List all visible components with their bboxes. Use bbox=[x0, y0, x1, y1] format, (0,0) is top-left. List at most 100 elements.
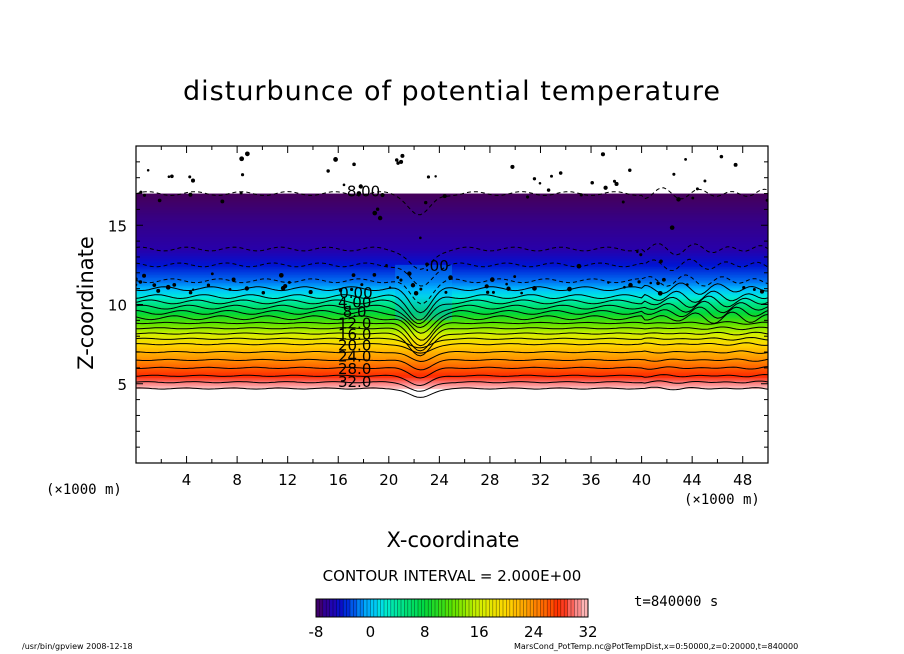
field-band bbox=[136, 318, 768, 321]
contour-line bbox=[136, 306, 768, 334]
contour-label: 28.0 bbox=[338, 360, 371, 378]
noise-dot bbox=[350, 287, 354, 292]
noise-dot bbox=[152, 283, 157, 288]
x-axis-label: X-coordinate bbox=[386, 528, 520, 552]
field-band bbox=[136, 234, 768, 237]
field-band bbox=[136, 272, 768, 275]
field-band bbox=[136, 263, 768, 266]
field-band bbox=[136, 323, 768, 326]
x-tick-label: 20 bbox=[379, 471, 398, 489]
field-band bbox=[136, 201, 768, 204]
field-band bbox=[136, 301, 768, 304]
noise-dot bbox=[206, 283, 211, 287]
colorbar-tick-label: 16 bbox=[470, 623, 489, 641]
contour-label: 4.00 bbox=[338, 294, 371, 312]
x-tick-label: 24 bbox=[430, 471, 449, 489]
field-band bbox=[136, 378, 768, 382]
contour-label: 0.00 bbox=[339, 284, 372, 302]
noise-dot bbox=[491, 290, 495, 294]
noise-dot bbox=[637, 280, 641, 284]
noise-dot bbox=[600, 152, 606, 157]
field-band bbox=[136, 247, 768, 250]
noise-dot bbox=[358, 184, 363, 189]
noise-dot bbox=[489, 277, 495, 282]
x-tick-label: 32 bbox=[531, 471, 550, 489]
field-band bbox=[136, 203, 768, 206]
x-tick-label: 44 bbox=[683, 471, 702, 489]
colorbar-tick-label: 24 bbox=[524, 623, 543, 641]
field-band bbox=[136, 242, 768, 245]
x-tick-label: 8 bbox=[232, 471, 242, 489]
field-band bbox=[136, 269, 768, 272]
field-band bbox=[136, 218, 768, 222]
field-band bbox=[136, 386, 768, 390]
contour-line bbox=[136, 373, 768, 387]
noise-dot bbox=[308, 290, 313, 295]
contour-line bbox=[136, 358, 768, 371]
noise-dot bbox=[352, 162, 356, 167]
noise-dot bbox=[639, 253, 643, 257]
noise-dot bbox=[396, 276, 400, 279]
noise-dot bbox=[342, 183, 346, 187]
field-band bbox=[136, 317, 768, 320]
noise-dot bbox=[394, 158, 399, 162]
colorbar-tick-label: 8 bbox=[420, 623, 430, 641]
noise-dot bbox=[138, 280, 143, 284]
noise-dot bbox=[413, 290, 419, 296]
noise-dot bbox=[220, 199, 225, 204]
x-tick-label: 36 bbox=[581, 471, 600, 489]
noise-dot bbox=[165, 284, 171, 290]
noise-dot bbox=[357, 192, 361, 196]
noise-dot bbox=[287, 280, 291, 284]
field-band bbox=[136, 342, 768, 345]
field-band bbox=[136, 340, 768, 344]
chart-title: disturbunce of potential temperature bbox=[183, 76, 721, 107]
noise-dot bbox=[139, 190, 143, 194]
field-band bbox=[136, 271, 768, 274]
noise-dot bbox=[669, 225, 675, 230]
contour-label: 24.0 bbox=[338, 348, 371, 366]
field-band bbox=[136, 329, 768, 333]
field-band bbox=[136, 337, 768, 340]
noise-dot bbox=[506, 286, 511, 291]
noise-dot bbox=[532, 177, 537, 181]
field-band bbox=[136, 353, 768, 356]
field-band bbox=[136, 206, 768, 209]
contour-interval-label: CONTOUR INTERVAL = 2.000E+00 bbox=[322, 567, 582, 585]
contour-line bbox=[136, 282, 768, 314]
x-tick-label: 4 bbox=[182, 471, 192, 489]
field-band bbox=[136, 361, 768, 364]
contour-label: 32.0 bbox=[338, 373, 371, 391]
noise-dot bbox=[244, 286, 250, 291]
noise-dot bbox=[399, 278, 403, 282]
x-unit-label-left: (×1000 m) bbox=[46, 482, 122, 498]
noise-dot bbox=[576, 263, 582, 269]
contour-label: .00 bbox=[425, 257, 449, 275]
noise-dot bbox=[419, 287, 423, 291]
noise-dot bbox=[550, 174, 553, 178]
field-band bbox=[136, 359, 768, 363]
noise-dot bbox=[261, 290, 266, 295]
noise-dot bbox=[188, 290, 193, 295]
noise-dot bbox=[691, 196, 695, 200]
noise-dot bbox=[485, 290, 490, 294]
noise-dot bbox=[156, 288, 161, 293]
contour-line bbox=[136, 331, 768, 357]
field-band bbox=[136, 293, 768, 296]
field-band bbox=[136, 214, 768, 217]
noise-dot bbox=[684, 157, 687, 161]
field-band bbox=[136, 239, 768, 242]
noise-dot bbox=[146, 168, 150, 172]
noise-dot bbox=[558, 171, 563, 175]
noise-dot bbox=[424, 200, 428, 205]
x-unit-label-right: (×1000 m) bbox=[684, 492, 760, 508]
x-tick-label: 12 bbox=[278, 471, 297, 489]
noise-dot bbox=[377, 215, 383, 221]
noise-dot bbox=[676, 197, 681, 202]
contour-line bbox=[136, 342, 768, 354]
noise-dot bbox=[685, 283, 689, 286]
field-band bbox=[136, 352, 768, 355]
noise-dot bbox=[142, 273, 147, 278]
noise-dot bbox=[612, 179, 617, 183]
